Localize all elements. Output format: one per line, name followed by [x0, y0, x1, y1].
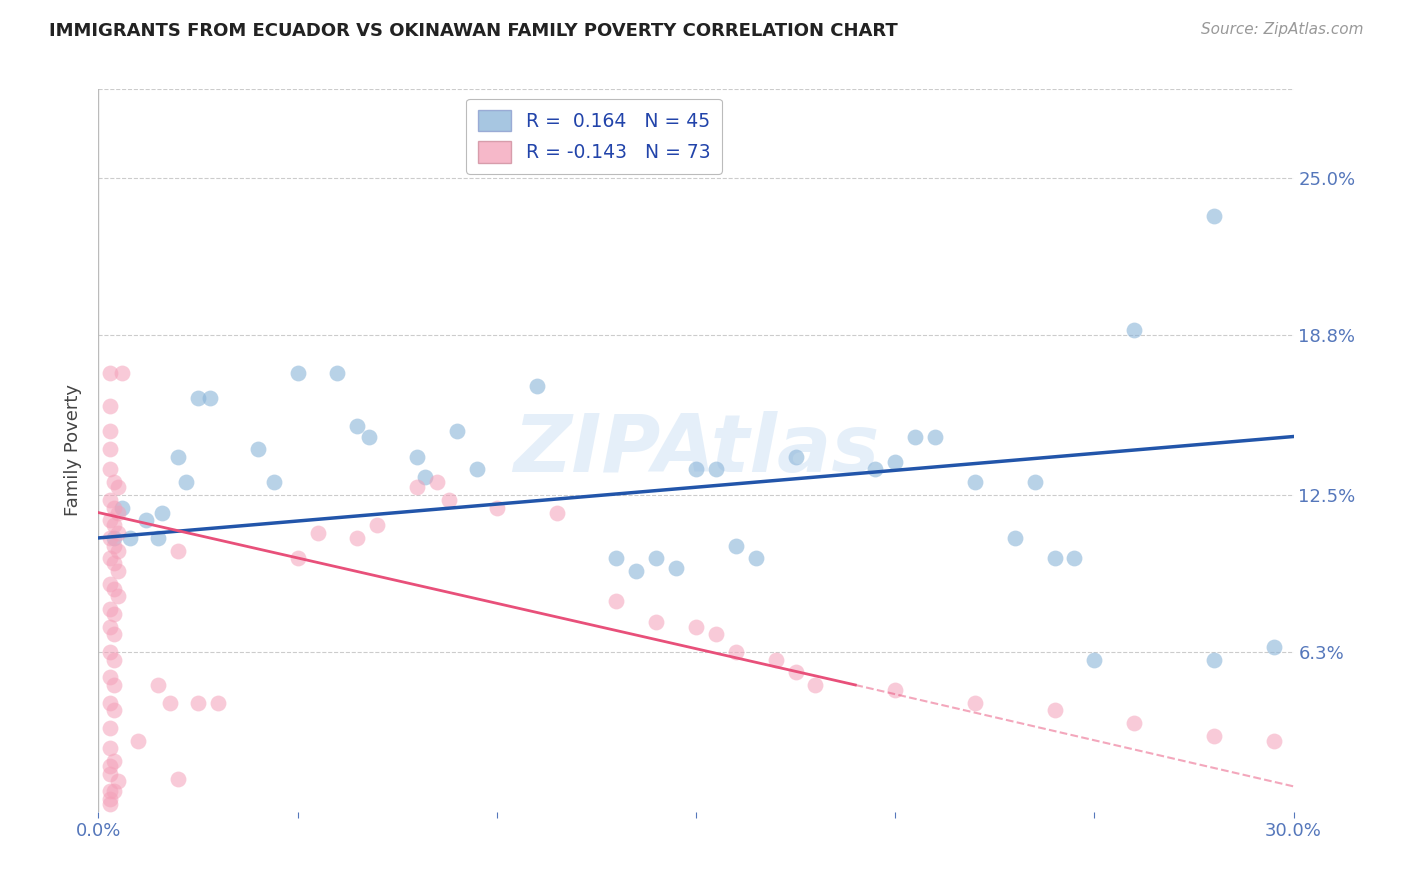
Point — [98, 531, 122, 545]
Point — [865, 462, 887, 476]
Point — [1043, 551, 1066, 566]
Point — [174, 475, 197, 490]
Point — [605, 551, 627, 566]
Point — [1063, 551, 1085, 566]
Point — [665, 561, 688, 575]
Point — [765, 652, 787, 666]
Point — [103, 784, 125, 798]
Point — [103, 556, 125, 570]
Point — [1043, 703, 1066, 717]
Point — [98, 741, 122, 756]
Point — [98, 784, 122, 798]
Point — [98, 670, 122, 684]
Y-axis label: Family Poverty: Family Poverty — [65, 384, 83, 516]
Point — [187, 392, 209, 406]
Point — [785, 450, 807, 464]
Point — [98, 620, 122, 634]
Point — [685, 620, 707, 634]
Point — [148, 531, 170, 545]
Point — [346, 419, 368, 434]
Point — [98, 792, 122, 806]
Point — [98, 442, 122, 457]
Point — [1202, 729, 1225, 743]
Point — [406, 450, 429, 464]
Point — [103, 678, 125, 692]
Point — [103, 627, 125, 641]
Point — [263, 475, 285, 490]
Point — [1202, 652, 1225, 666]
Point — [103, 652, 125, 666]
Point — [103, 539, 125, 553]
Point — [103, 607, 125, 621]
Point — [406, 480, 429, 494]
Point — [107, 543, 129, 558]
Point — [98, 721, 122, 735]
Point — [107, 564, 129, 578]
Point — [107, 589, 129, 603]
Point — [98, 551, 122, 566]
Point — [107, 480, 129, 494]
Point — [167, 543, 190, 558]
Point — [98, 759, 122, 773]
Point — [98, 425, 122, 439]
Point — [605, 594, 627, 608]
Point — [785, 665, 807, 680]
Point — [98, 366, 122, 380]
Point — [884, 683, 907, 698]
Point — [246, 442, 269, 457]
Point — [107, 506, 129, 520]
Point — [1263, 640, 1285, 654]
Point — [98, 576, 122, 591]
Point — [103, 582, 125, 596]
Point — [307, 525, 329, 540]
Point — [884, 455, 907, 469]
Point — [120, 531, 142, 545]
Point — [187, 696, 209, 710]
Point — [685, 462, 707, 476]
Point — [326, 366, 349, 380]
Point — [704, 24, 727, 38]
Point — [963, 696, 986, 710]
Point — [465, 462, 488, 476]
Point — [1263, 733, 1285, 747]
Point — [704, 462, 727, 476]
Point — [98, 602, 122, 616]
Text: Source: ZipAtlas.com: Source: ZipAtlas.com — [1201, 22, 1364, 37]
Point — [287, 366, 309, 380]
Point — [167, 450, 190, 464]
Point — [148, 678, 170, 692]
Point — [359, 429, 381, 443]
Point — [111, 366, 134, 380]
Point — [426, 475, 449, 490]
Point — [437, 492, 460, 507]
Point — [98, 399, 122, 413]
Point — [103, 500, 125, 515]
Point — [413, 470, 436, 484]
Point — [127, 733, 149, 747]
Point — [103, 703, 125, 717]
Point — [150, 506, 173, 520]
Point — [207, 696, 229, 710]
Point — [167, 772, 190, 786]
Point — [98, 645, 122, 659]
Point — [366, 518, 388, 533]
Point — [724, 645, 747, 659]
Point — [98, 696, 122, 710]
Point — [546, 506, 568, 520]
Point — [804, 678, 827, 692]
Point — [1202, 209, 1225, 223]
Point — [724, 539, 747, 553]
Point — [485, 500, 508, 515]
Legend: R =  0.164   N = 45, R = -0.143   N = 73: R = 0.164 N = 45, R = -0.143 N = 73 — [467, 99, 723, 174]
Point — [98, 492, 122, 507]
Point — [745, 551, 768, 566]
Point — [1024, 475, 1046, 490]
Text: ZIPAtlas: ZIPAtlas — [513, 411, 879, 490]
Point — [287, 551, 309, 566]
Point — [198, 392, 221, 406]
Point — [98, 462, 122, 476]
Point — [103, 754, 125, 768]
Point — [626, 564, 648, 578]
Point — [107, 774, 129, 789]
